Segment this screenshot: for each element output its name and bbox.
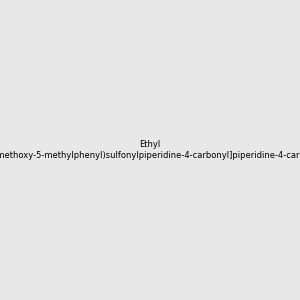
Text: Ethyl 1-[1-(2-methoxy-5-methylphenyl)sulfonylpiperidine-4-carbonyl]piperidine-4-: Ethyl 1-[1-(2-methoxy-5-methylphenyl)sul… [0,140,300,160]
